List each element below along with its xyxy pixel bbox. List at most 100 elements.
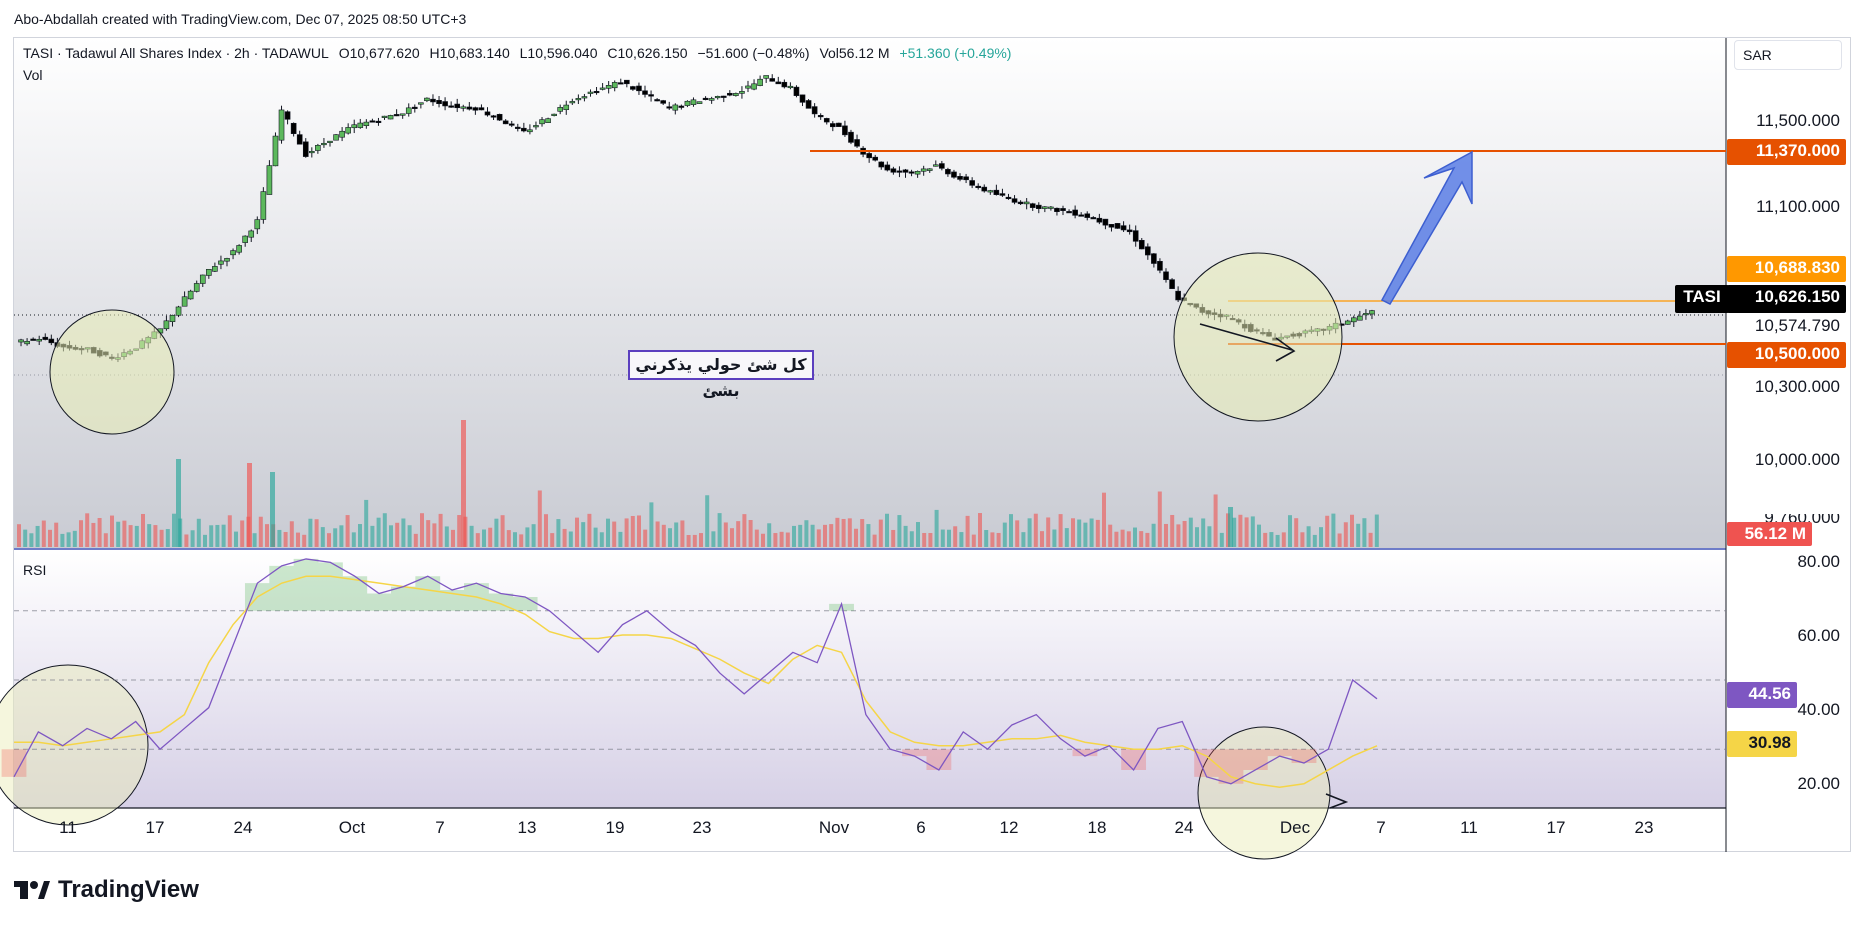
volume-bar (947, 529, 951, 547)
candle-down (1114, 223, 1121, 229)
volume-bar (1275, 534, 1280, 547)
volume-bar (389, 525, 393, 547)
candle-up (460, 106, 467, 109)
volume-bar (1046, 517, 1051, 547)
volume-bar (1151, 523, 1156, 547)
volume-bar (829, 524, 834, 547)
candle-up (690, 99, 697, 105)
volume-bar (612, 521, 617, 547)
volume-bar (60, 533, 65, 547)
candle-down (1102, 218, 1109, 226)
volume-bar (847, 518, 852, 547)
candle-up (272, 135, 279, 167)
rsi-axis-label: 20.00 (1797, 774, 1840, 793)
candle-down (1035, 204, 1042, 209)
legend-volume-change: +51.360 (+0.49%) (899, 45, 1012, 61)
volume-bar (699, 533, 703, 547)
candle-up (1363, 313, 1369, 316)
time-axis-label: Dec (1279, 818, 1311, 837)
volume-bar (655, 521, 660, 547)
candle-up (193, 283, 200, 292)
trend-arrow (1199, 323, 1293, 351)
volume-bar (537, 490, 542, 547)
candle-up (757, 78, 763, 86)
candle-down (842, 125, 848, 136)
volume-bar (835, 517, 840, 547)
candle-down (1084, 213, 1091, 218)
candle-down (508, 123, 515, 126)
volume-bar (97, 517, 102, 547)
volume-bar (461, 420, 466, 547)
candle-up (557, 107, 563, 112)
volume-badge: 56.12 M (1727, 522, 1812, 546)
price-axis-label: 10,574.790 (1754, 316, 1840, 335)
candle-up (418, 102, 424, 105)
candle-down (284, 111, 291, 120)
volume-bar (1058, 514, 1063, 547)
time-axis-label: 19 (605, 818, 625, 837)
volume-bar (413, 533, 418, 547)
volume-bar (866, 524, 871, 547)
volume-bar (996, 532, 1001, 547)
candle-up (733, 93, 739, 96)
candle-up (248, 230, 255, 238)
volume-bar (1188, 517, 1193, 547)
volume-bar (153, 525, 158, 547)
candle-up (424, 97, 430, 102)
volume-bar (754, 529, 759, 547)
volume-bar (308, 518, 313, 547)
candle-up (739, 91, 745, 94)
candle-up (254, 219, 261, 230)
candle-up (932, 164, 939, 167)
currency-selector[interactable]: SAR (1734, 40, 1842, 70)
volume-bar (401, 518, 406, 547)
highlight-circle (1197, 726, 1331, 860)
volume-bar (141, 513, 145, 547)
candle-up (1042, 206, 1048, 209)
candle-down (648, 94, 654, 97)
volume-bar (606, 518, 610, 547)
candle-down (636, 85, 642, 92)
volume-bar (544, 514, 548, 547)
volume-bar (562, 528, 567, 547)
tradingview-logo[interactable]: TradingView (14, 876, 199, 904)
volume-bar (1228, 507, 1233, 547)
volume-bar (978, 513, 982, 547)
rsi-pane-label[interactable]: RSI (23, 562, 47, 578)
volume-bar (314, 519, 319, 547)
time-axis-label: 23 (692, 818, 712, 837)
candle-down (1145, 246, 1151, 256)
candle-up (1350, 317, 1357, 323)
volume-bar (928, 533, 933, 547)
candle-down (805, 100, 812, 109)
volume-bar (1319, 527, 1323, 547)
volume-bar (668, 528, 672, 547)
volume-bar (556, 519, 561, 547)
candle-down (617, 82, 624, 85)
candle-down (666, 106, 673, 109)
volume-bar (420, 513, 424, 547)
volume-pane-label[interactable]: Vol (23, 67, 43, 83)
volume-bar (176, 459, 181, 547)
candle-down (890, 168, 897, 173)
candle-up (242, 235, 248, 243)
candle-down (290, 122, 297, 134)
candle-down (430, 98, 436, 103)
candle-down (630, 86, 636, 90)
volume-bar (568, 531, 573, 547)
price-axis-label: 10,300.000 (1754, 377, 1840, 396)
volume-bar (773, 533, 778, 547)
candle-down (393, 114, 400, 117)
volume-bar (1002, 522, 1007, 547)
candle-down (296, 134, 303, 145)
candle-down (1072, 209, 1078, 216)
volume-bar (1157, 491, 1162, 547)
rsi-value-badge: 44.56 (1727, 682, 1797, 708)
volume-bar (785, 532, 790, 547)
volume-bar (550, 533, 555, 547)
text-annotation[interactable]: كل شئ حولي يذكرني بشئ (628, 350, 814, 400)
volume-bar (903, 525, 908, 547)
candle-up (533, 125, 539, 128)
legend-symbol[interactable]: TASI · Tadawul All Shares Index · 2h · T… (23, 45, 329, 61)
